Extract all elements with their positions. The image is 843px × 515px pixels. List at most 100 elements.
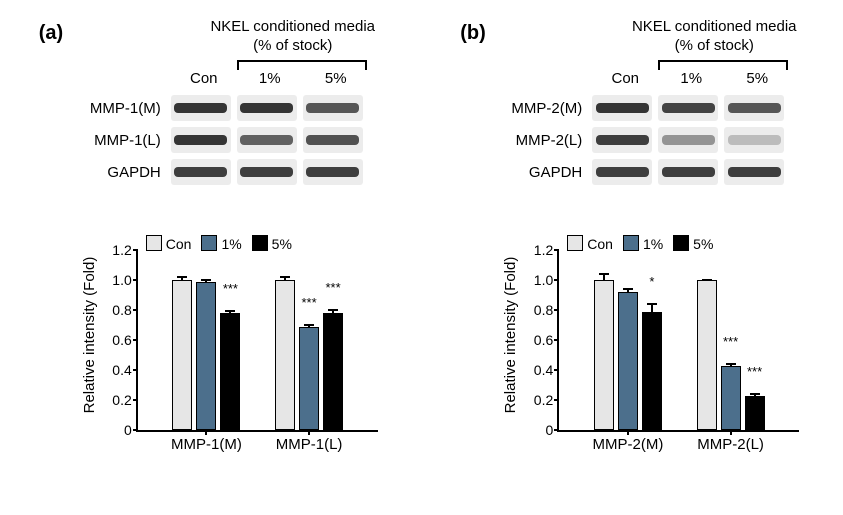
lane-label-con: Con (171, 70, 237, 87)
legend-swatch (567, 235, 583, 251)
legend-swatch (252, 235, 268, 251)
lane-set (171, 95, 363, 121)
y-tick (133, 429, 138, 431)
western-blot-lane (237, 159, 297, 185)
blot-row: MMP-2(M) (472, 95, 812, 121)
error-bar (706, 279, 708, 281)
western-blot-lane (592, 159, 652, 185)
western-blot-band (596, 167, 649, 177)
panel-b-blots: MMP-2(M) MMP-2(L) GAPDH (472, 95, 812, 191)
western-blot-lane (658, 159, 718, 185)
western-blot-band (174, 167, 227, 177)
panel-a-label: (a) (39, 22, 63, 45)
western-blot-lane (724, 159, 784, 185)
y-tick-label: 1.0 (534, 272, 553, 288)
western-blot-lane (592, 95, 652, 121)
lane-label-5pct: 5% (724, 70, 790, 87)
y-tick (133, 339, 138, 341)
western-blot-lane (303, 95, 363, 121)
x-tick (205, 430, 207, 435)
chart-bar (721, 366, 741, 431)
panel-a-y-title: Relative intensity (Fold) (81, 240, 98, 430)
western-blot-lane (303, 127, 363, 153)
y-tick (554, 369, 559, 371)
y-tick-label: 0.8 (112, 302, 131, 318)
chart-bar (323, 313, 343, 430)
chart-bar (196, 282, 216, 431)
western-blot-band (728, 167, 781, 177)
legend-swatch (201, 235, 217, 251)
lane-label-5pct: 5% (303, 70, 369, 87)
x-group-label: MMP-1(L) (276, 436, 343, 453)
y-tick (554, 429, 559, 431)
panel-a-plot: 00.20.40.60.81.01.2MMP-1(M)***MMP-1(L)**… (136, 250, 378, 432)
y-tick-label: 0.2 (112, 392, 131, 408)
chart-bar (172, 280, 192, 430)
x-group-label: MMP-2(L) (697, 436, 764, 453)
blot-row-label: MMP-2(M) (472, 100, 592, 117)
y-tick (554, 309, 559, 311)
y-tick-label: 0.2 (534, 392, 553, 408)
treatment-header-line2: (% of stock) (253, 37, 332, 54)
error-bar (627, 288, 629, 293)
panel-a-bracket (237, 60, 367, 70)
panel-a-blots: MMP-1(M)MMP-1(L)GAPDH (51, 95, 391, 191)
y-tick (554, 399, 559, 401)
chart-bar (697, 280, 717, 430)
y-tick (133, 369, 138, 371)
western-blot-band (662, 167, 715, 177)
western-blot-lane (237, 127, 297, 153)
blot-row: MMP-1(M) (51, 95, 391, 121)
error-bar (603, 273, 605, 281)
chart-bar (642, 312, 662, 431)
error-bar (205, 279, 207, 282)
chart-bar (275, 280, 295, 430)
western-blot-lane (171, 127, 231, 153)
error-bar (730, 363, 732, 366)
legend-swatch (623, 235, 639, 251)
blot-row-label: GAPDH (472, 164, 592, 181)
western-blot-band (240, 135, 293, 145)
y-tick-label: 0.6 (112, 332, 131, 348)
y-tick-label: 0.4 (112, 362, 131, 378)
x-tick (730, 430, 732, 435)
significance-marker: *** (723, 335, 738, 348)
western-blot-lane (171, 95, 231, 121)
error-bar (308, 324, 310, 327)
western-blot-band (306, 167, 359, 177)
y-tick-label: 1.2 (112, 242, 131, 258)
chart-bar (220, 313, 240, 430)
y-tick-label: 0.6 (534, 332, 553, 348)
lane-label-1pct: 1% (658, 70, 724, 87)
y-tick-label: 0.4 (534, 362, 553, 378)
western-blot-band (728, 135, 781, 145)
y-tick-label: 0 (545, 422, 553, 438)
y-tick (554, 279, 559, 281)
lane-set (171, 127, 363, 153)
x-tick (308, 430, 310, 435)
panel-b-column-labels: Con 1% 5% (592, 70, 790, 87)
chart-bar (745, 396, 765, 431)
figure: (a) NKEL conditioned media (% of stock) … (0, 0, 843, 515)
western-blot-band (662, 135, 715, 145)
lane-set (592, 159, 784, 185)
significance-marker: *** (301, 296, 316, 309)
western-blot-lane (658, 95, 718, 121)
western-blot-lane (724, 95, 784, 121)
error-bar (229, 310, 231, 313)
treatment-header-line2: (% of stock) (675, 37, 754, 54)
western-blot-band (306, 103, 359, 113)
western-blot-band (596, 135, 649, 145)
significance-marker: *** (747, 365, 762, 378)
significance-marker: *** (223, 282, 238, 295)
panel-b-chart: Relative intensity (Fold) Con1%5% 00.20.… (497, 240, 807, 480)
panel-b-treatment-header: NKEL conditioned media (% of stock) (604, 18, 824, 56)
panel-b-plot: 00.20.40.60.81.01.2MMP-2(M)*MMP-2(L)****… (557, 250, 799, 432)
y-tick (133, 309, 138, 311)
panel-a-chart: Relative intensity (Fold) Con1%5% 00.20.… (76, 240, 386, 480)
treatment-header-line1: NKEL conditioned media (632, 18, 797, 35)
western-blot-band (240, 103, 293, 113)
blot-row-label: MMP-2(L) (472, 132, 592, 149)
blot-row-label: GAPDH (51, 164, 171, 181)
y-tick (133, 279, 138, 281)
